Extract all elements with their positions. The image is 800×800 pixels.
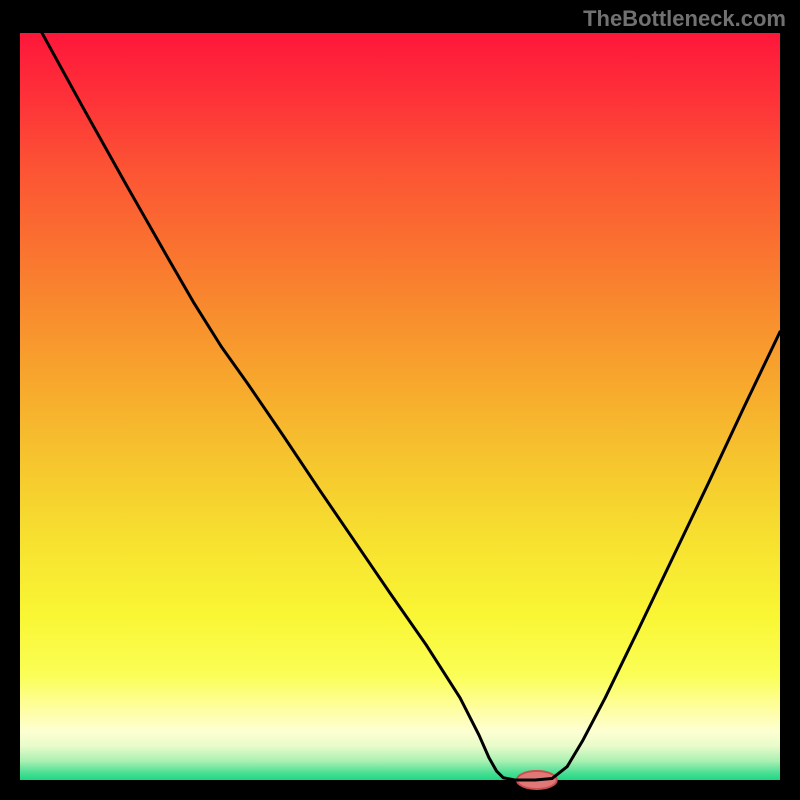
- chart-svg: [0, 0, 800, 800]
- bottleneck-chart: TheBottleneck.com: [0, 0, 800, 800]
- plot-background: [20, 33, 780, 780]
- attribution-text: TheBottleneck.com: [583, 6, 786, 32]
